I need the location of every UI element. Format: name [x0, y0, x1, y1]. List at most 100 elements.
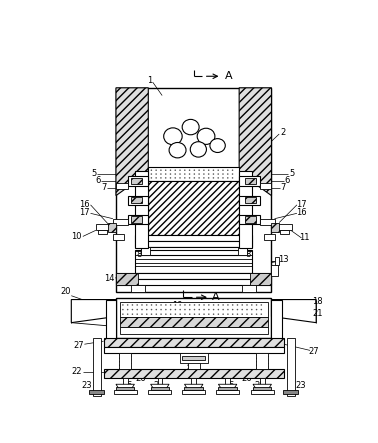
Circle shape	[194, 177, 195, 179]
Bar	[120, 302, 268, 317]
Bar	[116, 387, 135, 390]
Circle shape	[256, 309, 257, 311]
Circle shape	[237, 309, 238, 311]
Text: 7: 7	[280, 183, 286, 192]
Circle shape	[208, 169, 209, 171]
Circle shape	[222, 173, 224, 175]
Circle shape	[132, 313, 133, 315]
Text: 26: 26	[135, 373, 146, 383]
Circle shape	[208, 309, 209, 311]
Text: 12: 12	[160, 276, 170, 286]
Circle shape	[127, 313, 129, 315]
Bar	[113, 234, 124, 240]
Bar	[98, 230, 107, 234]
Circle shape	[203, 309, 205, 311]
Circle shape	[208, 304, 209, 306]
Bar	[104, 338, 284, 347]
Circle shape	[184, 304, 186, 306]
Text: 6: 6	[96, 176, 101, 185]
Circle shape	[160, 173, 162, 175]
Circle shape	[217, 169, 219, 171]
Circle shape	[227, 304, 229, 306]
Bar	[120, 326, 268, 334]
Circle shape	[146, 304, 147, 306]
Text: 6: 6	[284, 176, 290, 185]
Circle shape	[165, 177, 166, 179]
Bar	[271, 265, 278, 276]
Circle shape	[122, 313, 124, 315]
Circle shape	[180, 304, 181, 306]
Bar	[245, 178, 256, 184]
Polygon shape	[253, 384, 271, 389]
Circle shape	[203, 177, 204, 179]
Bar	[135, 171, 148, 248]
Bar	[253, 387, 271, 390]
Circle shape	[179, 173, 181, 175]
Bar	[187, 354, 200, 369]
Bar	[260, 183, 271, 189]
Circle shape	[132, 309, 133, 311]
Text: A: A	[225, 71, 232, 81]
Circle shape	[165, 304, 167, 306]
Circle shape	[213, 313, 214, 315]
Polygon shape	[218, 384, 237, 389]
Bar	[135, 249, 252, 272]
Bar	[108, 222, 116, 232]
Text: 5: 5	[91, 169, 96, 178]
Circle shape	[127, 304, 129, 306]
Circle shape	[256, 313, 257, 315]
Circle shape	[237, 304, 238, 306]
Bar	[123, 378, 127, 387]
Circle shape	[227, 169, 229, 171]
Bar	[245, 197, 256, 203]
Bar	[264, 234, 274, 240]
Text: 9: 9	[145, 246, 150, 255]
Circle shape	[151, 309, 152, 311]
Bar	[278, 224, 291, 230]
Circle shape	[189, 173, 191, 175]
Circle shape	[242, 313, 243, 315]
Circle shape	[251, 304, 253, 306]
Circle shape	[180, 313, 181, 315]
Bar	[283, 390, 299, 393]
Circle shape	[151, 304, 152, 306]
Circle shape	[189, 177, 191, 179]
Circle shape	[217, 173, 219, 175]
Bar	[119, 354, 132, 369]
Circle shape	[203, 304, 205, 306]
Bar	[256, 354, 268, 369]
Circle shape	[194, 169, 195, 171]
Circle shape	[194, 173, 195, 175]
Circle shape	[165, 309, 167, 311]
Polygon shape	[71, 299, 116, 323]
Bar	[191, 378, 196, 387]
Polygon shape	[239, 88, 271, 196]
Bar	[239, 196, 260, 205]
Circle shape	[208, 177, 209, 179]
Text: 18: 18	[312, 297, 323, 306]
Circle shape	[136, 313, 138, 315]
Bar	[104, 369, 284, 378]
Ellipse shape	[210, 139, 225, 152]
Circle shape	[203, 173, 204, 175]
Circle shape	[260, 309, 262, 311]
Circle shape	[232, 177, 233, 179]
Circle shape	[232, 304, 234, 306]
Circle shape	[146, 309, 147, 311]
Circle shape	[184, 313, 186, 315]
Bar	[251, 390, 274, 393]
Text: 3: 3	[191, 210, 197, 219]
Circle shape	[155, 313, 157, 315]
Circle shape	[184, 177, 186, 179]
Text: 15: 15	[249, 274, 260, 283]
Bar	[148, 167, 239, 181]
Circle shape	[141, 304, 143, 306]
Ellipse shape	[182, 119, 199, 135]
Circle shape	[175, 177, 176, 179]
Circle shape	[155, 177, 157, 179]
Circle shape	[160, 313, 162, 315]
Circle shape	[160, 169, 162, 171]
Bar	[184, 387, 203, 390]
Bar	[141, 247, 150, 255]
Circle shape	[165, 313, 167, 315]
